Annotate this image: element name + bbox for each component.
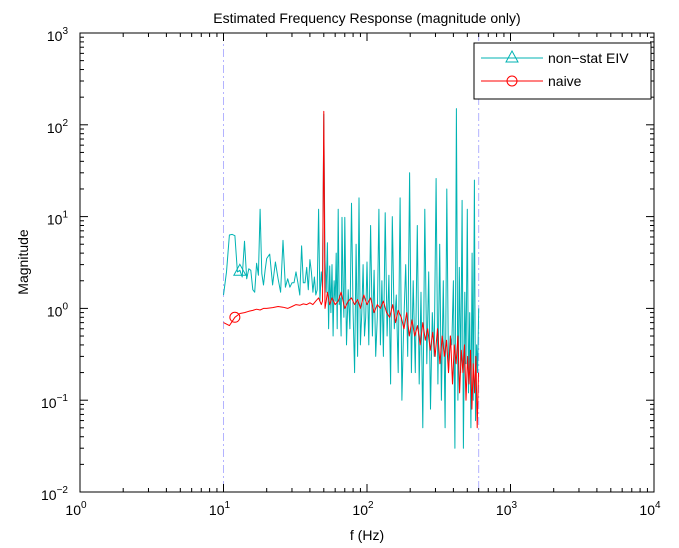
series-marker-triangle [233, 263, 247, 276]
x-tick-label: 102 [352, 500, 374, 518]
y-tick-label: 103 [47, 26, 69, 44]
x-tick-label: 101 [209, 500, 231, 518]
y-tick-label: 100 [47, 301, 69, 319]
legend-label-naive: naive [548, 73, 582, 89]
y-tick-label: 102 [47, 118, 69, 136]
reference-lines [223, 33, 480, 492]
y-tick-label: 101 [47, 210, 69, 228]
series-marker-circle [229, 311, 241, 323]
x-tick-label: 100 [65, 500, 87, 518]
plot-frame [79, 32, 655, 493]
x-tick-label: 104 [639, 500, 661, 518]
chart-title: Estimated Frequency Response (magnitude … [213, 10, 520, 26]
tick-labels: 100 101 102 103 104 10−2 10−1 100 101 102 103 [41, 26, 661, 518]
series-layer [223, 108, 480, 449]
y-tick-label: 10−1 [41, 393, 68, 411]
legend-circle-marker [506, 75, 518, 87]
series-line-1 [223, 110, 479, 429]
y-tick-label: 10−2 [41, 485, 68, 503]
legend-box [473, 42, 652, 100]
x-axis-label: f (Hz) [350, 527, 384, 543]
legend: non−stat EIV naive [473, 42, 652, 100]
x-tick-label: 103 [496, 500, 518, 518]
legend-label-eiv: non−stat EIV [548, 50, 629, 66]
legend-triangle-marker [505, 49, 519, 63]
y-axis-label: Magnitude [15, 229, 31, 295]
